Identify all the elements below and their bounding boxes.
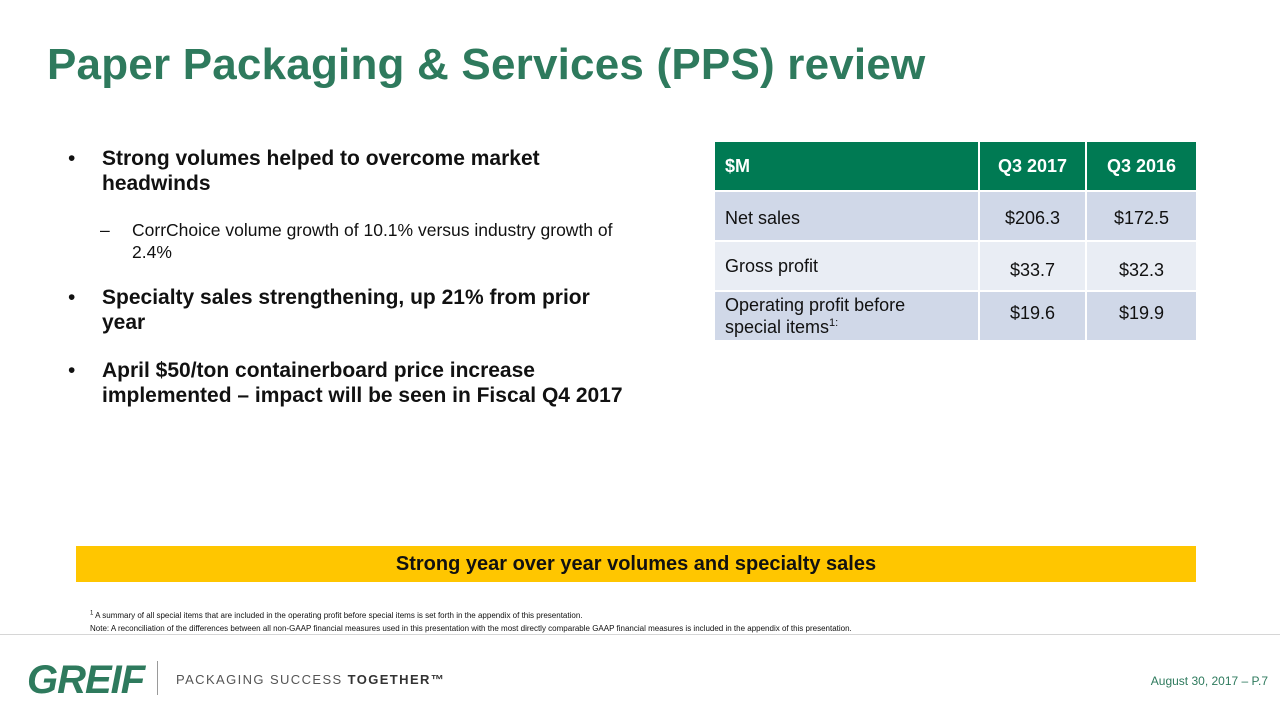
row-label: Operating profit before special items1: bbox=[713, 290, 980, 342]
bullet-marker: • bbox=[68, 286, 76, 309]
bullet-marker: • bbox=[68, 359, 76, 382]
tagline: PACKAGING SUCCESS TOGETHER™ bbox=[176, 672, 445, 687]
table-row: Operating profit before special items1: … bbox=[713, 290, 1198, 342]
bullet-list: • Strong volumes helped to overcome mark… bbox=[68, 146, 628, 408]
greif-logo: GREIF bbox=[27, 658, 145, 702]
slide-title: Paper Packaging & Services (PPS) review bbox=[47, 40, 926, 89]
bullet-item: • Strong volumes helped to overcome mark… bbox=[68, 146, 628, 196]
footnote-marker: 1: bbox=[829, 317, 839, 329]
footnote-1: 1 A summary of all special items that ar… bbox=[90, 609, 852, 622]
sub-bullet-marker: – bbox=[100, 220, 110, 240]
bullet-text: Specialty sales strengthening, up 21% fr… bbox=[102, 286, 590, 334]
table-header-cell: $M bbox=[713, 140, 980, 192]
table-header-cell: Q3 2017 bbox=[978, 140, 1087, 192]
footer-divider bbox=[0, 634, 1280, 635]
date-page-number: August 30, 2017 – P.7 bbox=[1150, 674, 1268, 688]
bullet-marker: • bbox=[68, 147, 76, 170]
bullet-item: • Specialty sales strengthening, up 21% … bbox=[68, 285, 628, 335]
bullet-item: • April $50/ton containerboard price inc… bbox=[68, 358, 628, 408]
table-row: Gross profit $33.7 $32.3 bbox=[713, 240, 1198, 292]
sub-bullet-item: – CorrChoice volume growth of 10.1% vers… bbox=[68, 219, 628, 263]
sub-bullet-text: CorrChoice volume growth of 10.1% versus… bbox=[132, 220, 613, 262]
tagline-part2: TOGETHER™ bbox=[347, 672, 446, 687]
value-q3-2016: $19.9 bbox=[1085, 290, 1198, 342]
value-q3-2017: $19.6 bbox=[978, 290, 1087, 342]
table-row: Net sales $206.3 $172.5 bbox=[713, 190, 1198, 242]
value-q3-2016: $172.5 bbox=[1085, 190, 1198, 242]
row-label: Gross profit bbox=[713, 240, 980, 292]
value-q3-2017: $33.7 bbox=[978, 240, 1087, 292]
financial-table: $M Q3 2017 Q3 2016 Net sales $206.3 $172… bbox=[713, 140, 1198, 342]
footnote-note: Note: A reconciliation of the difference… bbox=[90, 624, 852, 633]
value-q3-2017: $206.3 bbox=[978, 190, 1087, 242]
footnote-1-marker: 1 bbox=[90, 610, 94, 617]
logo-divider bbox=[157, 661, 158, 695]
footnote-1-text: A summary of all special items that are … bbox=[93, 611, 583, 620]
bullet-text: Strong volumes helped to overcome market… bbox=[102, 147, 540, 195]
value-q3-2016: $32.3 bbox=[1085, 240, 1198, 292]
table-header-row: $M Q3 2017 Q3 2016 bbox=[713, 140, 1198, 192]
bullet-text: April $50/ton containerboard price incre… bbox=[102, 359, 623, 407]
table-header-cell: Q3 2016 bbox=[1085, 140, 1198, 192]
row-label-line1: Operating profit before bbox=[725, 295, 906, 315]
footnotes: 1 A summary of all special items that ar… bbox=[90, 609, 852, 635]
row-label: Net sales bbox=[713, 190, 980, 242]
tagline-part1: PACKAGING SUCCESS bbox=[176, 672, 348, 687]
highlight-banner: Strong year over year volumes and specia… bbox=[76, 546, 1196, 582]
row-label-line2: special items bbox=[725, 317, 830, 337]
